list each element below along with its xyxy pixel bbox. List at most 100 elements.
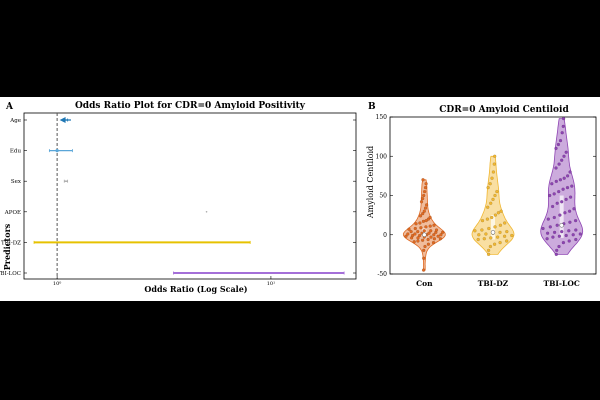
data-point [417, 233, 422, 238]
data-point [486, 248, 491, 253]
data-point [486, 205, 490, 209]
data-point [495, 235, 500, 239]
data-point [565, 185, 570, 190]
data-point [414, 222, 418, 226]
data-point [492, 242, 497, 246]
chart-title: Odds Ratio Plot for CDR=0 Amyloid Positi… [75, 101, 306, 111]
data-point [439, 233, 443, 237]
data-point [480, 228, 484, 232]
data-point [422, 193, 426, 198]
data-point [426, 242, 431, 246]
data-point [480, 218, 485, 223]
data-point [434, 228, 439, 232]
data-point [563, 211, 567, 215]
data-point [432, 223, 436, 227]
panel-a: A Odds Ratio Plot for CDR=0 Amyloid Posi… [0, 97, 364, 301]
data-point [432, 237, 437, 241]
data-point [424, 218, 428, 223]
data-point [546, 217, 550, 221]
data-point [560, 200, 564, 204]
data-point [558, 213, 562, 217]
data-point [551, 235, 555, 239]
data-point [510, 233, 514, 238]
data-point [491, 170, 496, 174]
data-point [427, 231, 431, 235]
data-point [489, 236, 493, 240]
y-tick-label: APOE [4, 210, 21, 216]
data-point [412, 240, 416, 244]
data-point [555, 201, 559, 205]
data-point [484, 232, 488, 236]
data-point [554, 166, 558, 170]
data-point [557, 244, 561, 249]
data-point [410, 233, 415, 238]
data-point [493, 193, 497, 198]
data-point [429, 235, 433, 239]
data-point [424, 203, 429, 207]
data-point [493, 225, 497, 229]
y-tick-label: TBI-LOC [0, 271, 21, 277]
x-axis-label: Odds Ratio (Log Scale) [144, 284, 247, 294]
chart-title: CDR=0 Amyloid Centiloid [439, 105, 569, 115]
data-point [429, 229, 433, 233]
data-point [423, 185, 428, 190]
data-point [487, 226, 491, 231]
data-point [476, 237, 480, 242]
y-tick-label: TBI-DZ [1, 240, 21, 246]
y-axis-label: Amyloid Centiloid [366, 146, 375, 219]
data-point [421, 178, 425, 182]
violin-con [402, 179, 446, 271]
data-point [558, 138, 563, 143]
data-point [561, 124, 565, 129]
data-point [418, 221, 422, 225]
data-point [432, 233, 436, 237]
data-point [428, 224, 432, 228]
data-point [423, 244, 427, 249]
x-tick-label: Con [416, 279, 433, 288]
data-point [486, 185, 490, 190]
y-axis-label: Predictors [2, 223, 12, 270]
data-point [428, 215, 432, 220]
y-tick-label: 150 [376, 114, 388, 121]
data-point [502, 234, 507, 238]
data-point [436, 234, 440, 238]
data-point [424, 225, 428, 229]
data-point [574, 237, 578, 242]
data-point [505, 229, 509, 234]
data-point [564, 233, 568, 238]
data-point [567, 239, 571, 243]
quartile-box [559, 195, 564, 238]
data-point [422, 248, 426, 253]
data-point [406, 232, 410, 236]
median-marker [490, 230, 496, 235]
data-point [568, 220, 572, 224]
data-point [420, 196, 425, 201]
data-point [490, 176, 494, 180]
data-point [426, 237, 430, 242]
data-point [574, 228, 578, 232]
y-tick-label: Sex [11, 179, 22, 185]
data-point [485, 217, 490, 221]
data-point [545, 237, 549, 241]
data-point [573, 218, 578, 223]
data-point [552, 215, 556, 220]
data-point [572, 207, 576, 211]
data-point [560, 158, 564, 162]
y-tick-label: Edu [10, 149, 22, 155]
x-tick-label: 10¹ [267, 281, 275, 287]
data-point [413, 232, 417, 236]
data-point [560, 131, 564, 135]
data-point [567, 209, 572, 213]
data-point [496, 211, 501, 215]
data-point [422, 189, 427, 194]
x-tick-label: TBI-LOC [544, 279, 580, 288]
data-point [558, 178, 563, 182]
data-point [565, 174, 570, 178]
data-point [419, 200, 424, 204]
y-tick-label: Age [9, 118, 21, 124]
plot-frame [23, 112, 357, 280]
quartile-box [491, 215, 495, 240]
data-point [570, 184, 574, 188]
data-point [499, 209, 503, 213]
data-point [548, 193, 552, 198]
